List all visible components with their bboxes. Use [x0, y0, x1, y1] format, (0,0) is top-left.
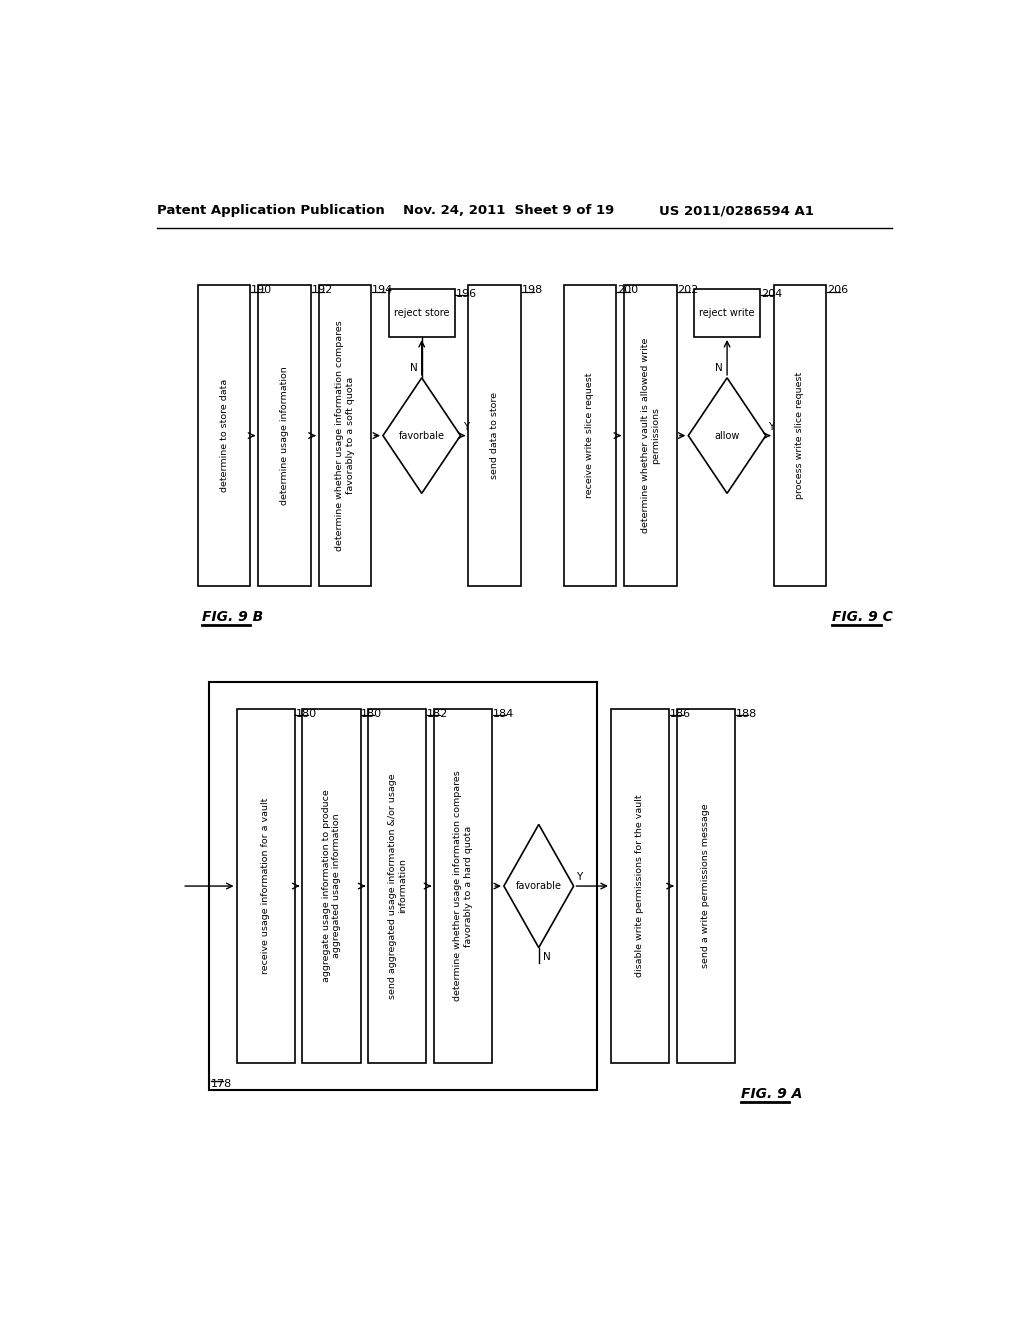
Bar [318, 285, 372, 586]
Polygon shape [383, 378, 461, 494]
Text: favorable: favorable [516, 880, 562, 891]
Text: 202: 202 [678, 285, 698, 296]
Text: 190: 190 [251, 285, 272, 296]
Bar [468, 285, 521, 586]
Text: 194: 194 [372, 285, 393, 296]
Bar [302, 709, 360, 1063]
Bar [369, 709, 426, 1063]
Bar [258, 285, 311, 586]
Text: 178: 178 [211, 1078, 232, 1089]
Text: US 2011/0286594 A1: US 2011/0286594 A1 [658, 205, 814, 218]
Text: Y: Y [575, 873, 583, 882]
Text: send data to store: send data to store [490, 392, 499, 479]
Text: 206: 206 [827, 285, 848, 296]
Text: N: N [543, 952, 550, 961]
Text: FIG. 9 A: FIG. 9 A [741, 1086, 803, 1101]
Text: disable write permissions for the vault: disable write permissions for the vault [635, 795, 644, 977]
Text: send aggregated usage information &/or usage
information: send aggregated usage information &/or u… [388, 774, 407, 999]
Text: receive usage information for a vault: receive usage information for a vault [261, 797, 270, 974]
Polygon shape [504, 825, 573, 948]
Text: determine whether vault is allowed write
permissions: determine whether vault is allowed write… [641, 338, 660, 533]
Text: N: N [410, 363, 418, 374]
Text: 188: 188 [735, 709, 757, 719]
Bar [198, 285, 251, 586]
Text: 196: 196 [456, 289, 476, 300]
Text: 180: 180 [361, 709, 382, 719]
Text: Patent Application Publication: Patent Application Publication [158, 205, 385, 218]
Text: favorbale: favorbale [398, 430, 444, 441]
Text: Y: Y [463, 422, 469, 432]
Text: Nov. 24, 2011  Sheet 9 of 19: Nov. 24, 2011 Sheet 9 of 19 [403, 205, 614, 218]
Bar [694, 289, 760, 337]
Text: 180: 180 [295, 709, 316, 719]
Text: Y: Y [768, 422, 774, 432]
Text: reject write: reject write [699, 308, 755, 318]
Bar [624, 285, 677, 586]
Text: determine usage information: determine usage information [280, 366, 289, 506]
Bar [611, 709, 669, 1063]
Bar [434, 709, 493, 1063]
Bar [389, 289, 455, 337]
Bar [209, 682, 597, 1090]
Text: send a write permissions message: send a write permissions message [701, 804, 711, 969]
Text: FIG. 9 C: FIG. 9 C [833, 610, 893, 623]
Text: determine whether usage information compares
favorably to a soft quota: determine whether usage information comp… [335, 321, 354, 550]
Text: 204: 204 [761, 289, 782, 300]
Text: reject store: reject store [394, 308, 450, 318]
Polygon shape [688, 378, 766, 494]
Text: FIG. 9 B: FIG. 9 B [202, 610, 263, 623]
Text: aggregate usage information to produce
aggregated usage information: aggregate usage information to produce a… [322, 789, 341, 982]
Text: process write slice request: process write slice request [796, 372, 805, 499]
Text: 182: 182 [427, 709, 449, 719]
Text: 200: 200 [617, 285, 638, 296]
Bar [773, 285, 826, 586]
Text: 186: 186 [670, 709, 691, 719]
Text: 184: 184 [493, 709, 514, 719]
Text: N: N [716, 363, 723, 374]
Text: 198: 198 [521, 285, 543, 296]
Text: 192: 192 [311, 285, 333, 296]
Text: determine whether usage information compares
favorably to a hard quota: determine whether usage information comp… [454, 771, 473, 1002]
Bar [237, 709, 295, 1063]
Text: receive write slice request: receive write slice request [586, 372, 594, 499]
Bar [563, 285, 616, 586]
Text: determine to store data: determine to store data [219, 379, 228, 492]
Bar [677, 709, 735, 1063]
Text: allow: allow [715, 430, 739, 441]
